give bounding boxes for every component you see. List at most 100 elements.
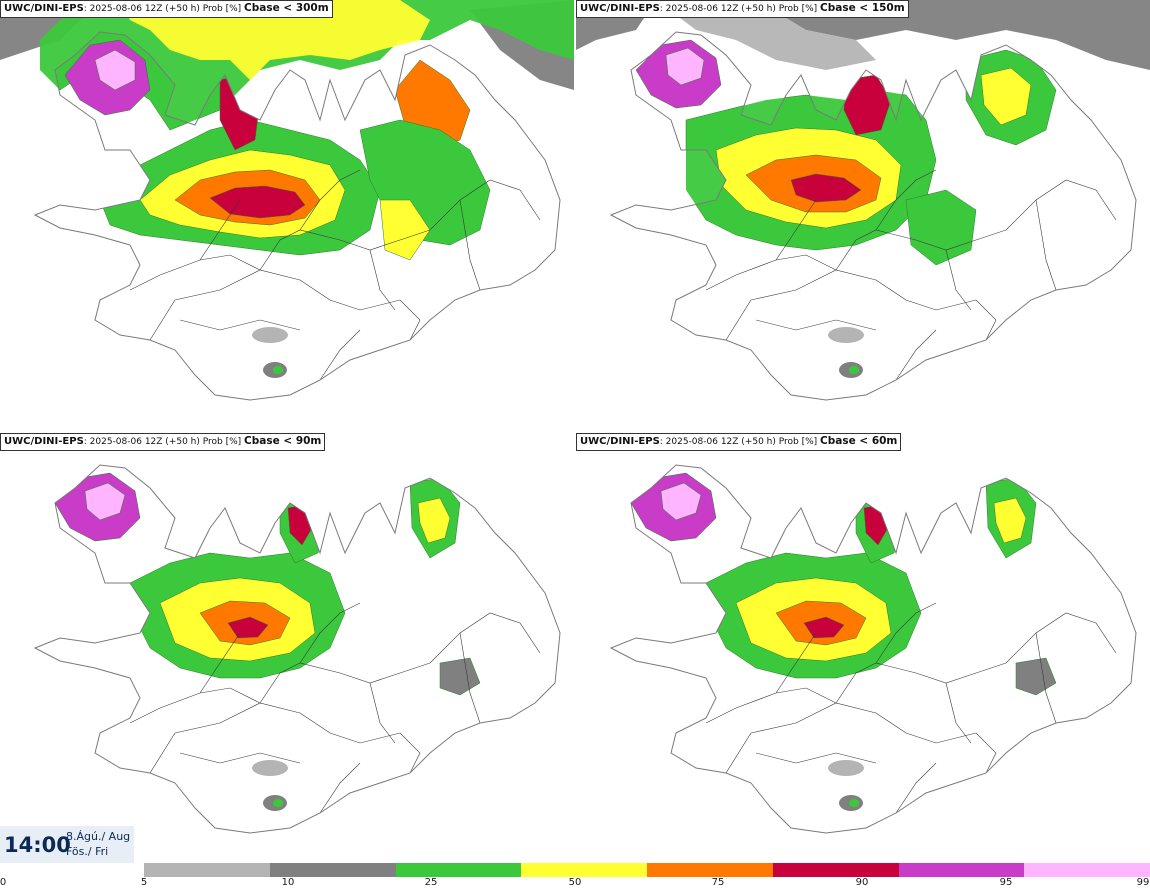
road-line [299,602,361,664]
probability-contour [993,497,1027,544]
probability-colorbar [144,863,1150,877]
road-line [875,602,937,664]
probability-contour [209,185,306,219]
road-line [975,299,997,341]
rain-patch [273,366,283,374]
road-line [179,752,301,764]
road-line [459,199,481,291]
road-line [429,179,541,231]
colorbar-tick-label: 95 [999,877,1013,888]
road-line [875,169,937,231]
rain-patch [273,799,283,807]
offshore-probability [0,0,574,130]
probability-contour [803,616,845,639]
road-line [775,632,817,694]
iceland-map [609,464,1137,834]
road-line [1005,612,1117,664]
map-panel-300m: UWC/DINI-EPS: 2025-08-06 12Z (+50 h) Pro… [0,0,574,430]
road-line [775,199,817,261]
coastline [33,464,561,834]
colorbar-tick-label: 0 [0,877,7,888]
road-line [725,702,977,774]
colorbar-segment [395,863,522,877]
road-line [149,269,401,341]
road-line [319,762,361,814]
panel-title: UWC/DINI-EPS: 2025-08-06 12Z (+50 h) Pro… [576,433,902,451]
road-line [399,732,421,774]
colorbar-tick-label: 10 [281,877,295,888]
road-line [975,732,997,774]
colorbar-tick-label: 25 [424,877,438,888]
probability-contour [417,497,451,544]
road-line [895,329,937,381]
iceland-map [33,464,561,834]
probability-contour [94,49,136,91]
colorbar-tick-label: 50 [568,877,582,888]
road-line [945,249,972,311]
colorbar-segment [772,863,899,877]
probability-contour [790,173,862,203]
valid-weekday: Fös./ Fri [66,845,109,858]
road-line [369,249,396,311]
probability-field [630,472,1057,696]
probability-contour [439,657,481,696]
map-panel-90m: UWC/DINI-EPS: 2025-08-06 12Z (+50 h) Pro… [0,433,574,863]
road-line [1005,179,1117,231]
colorbar-segment [269,863,396,877]
road-line [319,329,361,381]
probability-contour [84,482,126,521]
road-line [895,762,937,814]
coastline [609,31,1137,401]
probability-contour [980,67,1032,126]
colorbar-segment [898,863,1025,877]
coastline [609,464,1137,834]
probability-contour [1015,657,1057,696]
panel-title: UWC/DINI-EPS: 2025-08-06 12Z (+50 h) Pro… [0,433,326,451]
coastline [33,31,561,401]
valid-time-box: 14:00 8.Ágú./ Aug Fös./ Fri [0,826,134,863]
iceland-map [576,0,1150,401]
road-line [149,702,401,774]
road-line [459,632,481,724]
road-line [755,319,877,331]
probability-contour [905,189,977,266]
road-line [259,229,431,271]
road-line [1035,199,1057,291]
probability-contour [665,47,705,86]
rain-patch [828,327,864,343]
panel-title: UWC/DINI-EPS: 2025-08-06 12Z (+50 h) Pro… [576,0,909,18]
road-line [369,682,396,744]
road-line [429,612,541,664]
iceland-map [0,0,574,401]
rain-patch [849,799,859,807]
road-line [399,299,421,341]
map-panel-60m: UWC/DINI-EPS: 2025-08-06 12Z (+50 h) Pro… [576,433,1150,863]
road-line [179,319,301,331]
offshore-probability [120,0,430,80]
road-line [945,682,972,744]
road-line [259,662,431,704]
rain-patch [252,327,288,343]
valid-date: 8.Ágú./ Aug [66,830,131,843]
colorbar-tick-label: 75 [711,877,725,888]
probability-contour [660,482,702,521]
colorbar-tick-label: 90 [855,877,869,888]
map-panel-150m: UWC/DINI-EPS: 2025-08-06 12Z (+50 h) Pro… [576,0,1150,430]
colorbar-tick-label: 99 [1136,877,1150,888]
colorbar-tick-label: 5 [140,877,148,888]
rain-patch [252,760,288,776]
road-line [725,269,977,341]
rain-patch [828,760,864,776]
road-line [199,199,241,261]
road-line [299,169,361,231]
probability-contour [379,199,431,261]
road-line [199,632,241,694]
panel-title: UWC/DINI-EPS: 2025-08-06 12Z (+50 h) Pro… [0,0,333,18]
colorbar-segment [144,863,270,877]
road-line [755,752,877,764]
road-line [835,662,1007,704]
valid-time: 14:00 [4,833,71,857]
road-line [1035,632,1057,724]
probability-contour [227,616,269,639]
colorbar-segment [521,863,647,877]
